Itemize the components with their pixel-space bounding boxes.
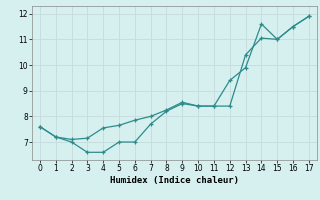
X-axis label: Humidex (Indice chaleur): Humidex (Indice chaleur) [110,176,239,185]
